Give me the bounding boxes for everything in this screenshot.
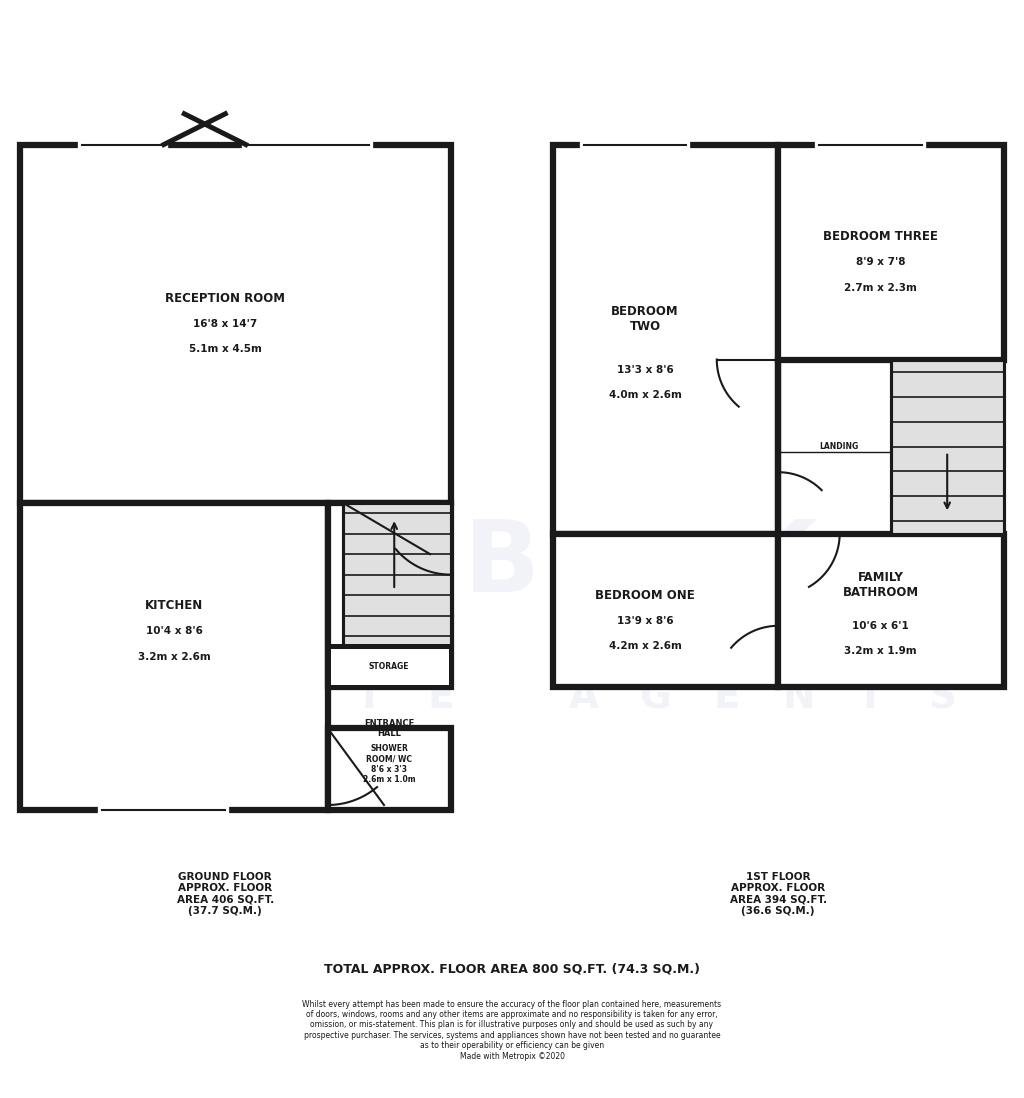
Text: ENTRANCE
HALL: ENTRANCE HALL bbox=[364, 718, 415, 738]
Text: S: S bbox=[928, 679, 956, 717]
Text: T: T bbox=[355, 679, 382, 717]
Text: STORAGE: STORAGE bbox=[369, 662, 410, 671]
FancyBboxPatch shape bbox=[778, 145, 1004, 359]
Bar bbox=[891, 359, 1004, 534]
Text: K: K bbox=[739, 516, 817, 613]
Text: GROUND FLOOR
APPROX. FLOOR
AREA 406 SQ.FT.
(37.7 SQ.M.): GROUND FLOOR APPROX. FLOOR AREA 406 SQ.F… bbox=[177, 872, 273, 917]
Text: T: T bbox=[212, 679, 239, 717]
FancyBboxPatch shape bbox=[778, 534, 1004, 687]
Text: KITCHEN: KITCHEN bbox=[145, 598, 203, 612]
Text: BEDROOM ONE: BEDROOM ONE bbox=[595, 589, 695, 602]
FancyBboxPatch shape bbox=[553, 145, 778, 534]
Text: A: A bbox=[282, 679, 312, 717]
FancyBboxPatch shape bbox=[328, 728, 451, 810]
Text: 3.2m x 1.9m: 3.2m x 1.9m bbox=[845, 647, 916, 657]
Text: 2.7m x 2.3m: 2.7m x 2.3m bbox=[844, 283, 918, 293]
Text: E: E bbox=[427, 679, 454, 717]
Text: E: E bbox=[714, 679, 740, 717]
Text: BEDROOM
TWO: BEDROOM TWO bbox=[611, 304, 679, 333]
Text: 4.0m x 2.6m: 4.0m x 2.6m bbox=[608, 391, 682, 401]
Text: E: E bbox=[69, 679, 95, 717]
Text: S: S bbox=[139, 679, 168, 717]
Text: D: D bbox=[183, 516, 267, 613]
Text: 10'4 x 8'6: 10'4 x 8'6 bbox=[145, 626, 203, 636]
Text: 13'9 x 8'6: 13'9 x 8'6 bbox=[616, 616, 674, 626]
Text: BEDROOM THREE: BEDROOM THREE bbox=[823, 231, 938, 243]
Text: N: N bbox=[782, 679, 815, 717]
Text: 1ST FLOOR
APPROX. FLOOR
AREA 394 SQ.FT.
(36.6 SQ.M.): 1ST FLOOR APPROX. FLOOR AREA 394 SQ.FT. … bbox=[730, 872, 826, 917]
Text: 4.2m x 2.6m: 4.2m x 2.6m bbox=[608, 641, 682, 651]
Text: A: A bbox=[568, 679, 599, 717]
Text: B: B bbox=[464, 516, 540, 613]
FancyBboxPatch shape bbox=[328, 503, 451, 687]
FancyBboxPatch shape bbox=[553, 534, 778, 687]
Text: Whilst every attempt has been made to ensure the accuracy of the floor plan cont: Whilst every attempt has been made to en… bbox=[302, 999, 722, 1061]
Text: G: G bbox=[639, 679, 672, 717]
Text: 16'8 x 14'7: 16'8 x 14'7 bbox=[194, 318, 257, 328]
Text: LANDING: LANDING bbox=[819, 442, 858, 451]
Text: 13'3 x 8'6: 13'3 x 8'6 bbox=[616, 365, 674, 374]
Text: 3.2m x 2.6m: 3.2m x 2.6m bbox=[137, 651, 211, 661]
Text: 5.1m x 4.5m: 5.1m x 4.5m bbox=[188, 345, 262, 355]
Text: 8'9 x 7'8: 8'9 x 7'8 bbox=[856, 257, 905, 267]
Text: TOTAL APPROX. FLOOR AREA 800 SQ.FT. (74.3 SQ.M.): TOTAL APPROX. FLOOR AREA 800 SQ.FT. (74.… bbox=[324, 962, 700, 975]
Text: SHOWER
ROOM/ WC
8'6 x 3'3
2.6m x 1.0m: SHOWER ROOM/ WC 8'6 x 3'3 2.6m x 1.0m bbox=[362, 744, 416, 784]
Text: RECEPTION ROOM: RECEPTION ROOM bbox=[165, 292, 286, 304]
Text: 10'6 x 6'1: 10'6 x 6'1 bbox=[852, 620, 909, 630]
FancyBboxPatch shape bbox=[20, 145, 451, 503]
FancyBboxPatch shape bbox=[328, 647, 451, 687]
Text: T: T bbox=[857, 679, 884, 717]
FancyBboxPatch shape bbox=[20, 503, 328, 810]
Bar bbox=[343, 503, 451, 647]
Text: FAMILY
BATHROOM: FAMILY BATHROOM bbox=[843, 571, 919, 598]
